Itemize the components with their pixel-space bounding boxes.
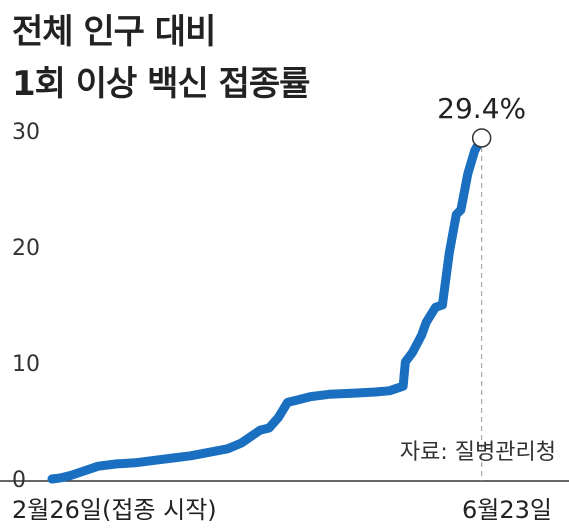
y-tick-label: 20	[12, 236, 40, 261]
y-tick-label: 10	[12, 352, 40, 377]
y-tick-label: 30	[12, 120, 40, 145]
x-tick-label-start: 2월26일(접종 시작)	[12, 496, 217, 524]
source-label: 자료: 질병관리청	[400, 440, 556, 465]
series-line	[47, 133, 487, 484]
chart-title-line2: 1회 이상 백신 접종률	[12, 64, 310, 104]
series-points	[51, 137, 482, 480]
end-point-marker	[471, 128, 492, 148]
x-tick-label-end: 6월23일	[462, 496, 552, 524]
chart-title-line1: 전체 인구 대비	[12, 12, 216, 52]
annotation-label: 29.4%	[437, 92, 526, 125]
